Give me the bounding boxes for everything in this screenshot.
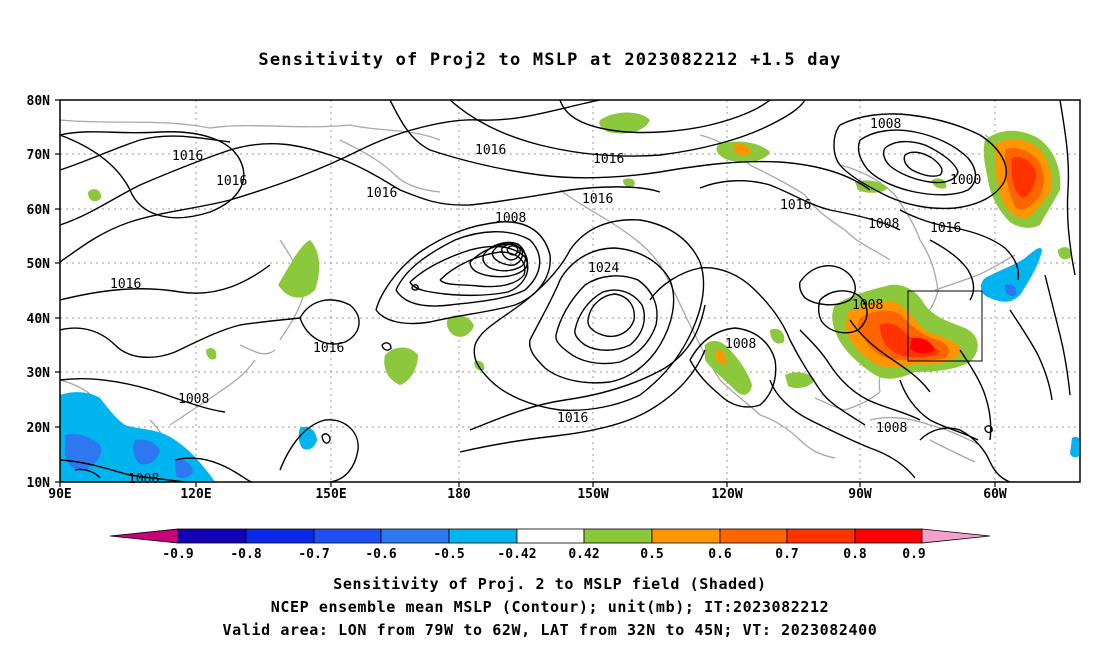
contour-label: 1016 <box>172 149 203 164</box>
colorbar-label: -0.8 <box>230 547 261 562</box>
contour-label: 1008 <box>876 421 907 436</box>
contour-label: 1000 <box>950 173 981 188</box>
contour-labels: 1016 1016 1016 1016 1016 1016 1016 1016 … <box>110 117 981 487</box>
colorbar-segment <box>651 528 721 544</box>
colorbar-label: 0.7 <box>775 547 798 562</box>
lon-tick-label: 60W <box>983 487 1007 502</box>
colorbar-label: 0.42 <box>568 547 599 562</box>
contour-label: 1024 <box>588 261 619 276</box>
caption-shading: Sensitivity of Proj. 2 to MSLP field (Sh… <box>333 575 767 593</box>
lat-tick-label: 20N <box>27 421 51 436</box>
colorbar-right-arrow <box>921 528 991 544</box>
colorbar-left-arrow <box>109 528 179 544</box>
colorbar-segment <box>854 528 923 544</box>
contour-label: 1016 <box>557 411 588 426</box>
lat-tick-label: 40N <box>27 312 51 327</box>
colorbar-segment <box>313 528 382 544</box>
lat-tick-label: 80N <box>27 94 51 109</box>
colorbar: -0.9 -0.8 -0.7 -0.6 -0.5 -0.42 0.42 0.5 … <box>109 528 991 562</box>
contour-label: 1016 <box>366 186 397 201</box>
colorbar-label: -0.7 <box>298 547 329 562</box>
lon-tick-label: 180 <box>447 487 471 502</box>
contour-label: 1008 <box>128 472 159 487</box>
latitude-labels: 80N 70N 60N 50N 40N 30N 20N 10N <box>27 94 51 491</box>
contour-label: 1016 <box>593 152 624 167</box>
colorbar-label: 0.8 <box>843 547 867 562</box>
lat-tick-label: 30N <box>27 366 51 381</box>
contour-label: 1008 <box>870 117 901 132</box>
colorbar-segment <box>786 528 856 544</box>
colorbar-label: 0.6 <box>708 547 732 562</box>
contour-label: 1008 <box>178 392 209 407</box>
map-title: Sensitivity of Proj2 to MSLP at 20230822… <box>258 50 842 70</box>
caption-valid-area: Valid area: LON from 79W to 62W, LAT fro… <box>222 621 878 639</box>
plot-frame <box>59 99 1081 483</box>
lat-tick-label: 10N <box>27 476 51 491</box>
colorbar-label: 0.9 <box>902 547 925 562</box>
contour-label: 1016 <box>780 198 811 213</box>
colorbar-segment <box>245 528 315 544</box>
colorbar-segment <box>583 528 653 544</box>
axis-ticks <box>55 99 996 487</box>
lon-tick-label: 150W <box>577 487 608 502</box>
contour-label: 1016 <box>475 143 506 158</box>
gridlines <box>60 100 1080 482</box>
lon-tick-label: 90W <box>848 487 872 502</box>
colorbar-label: -0.5 <box>433 547 464 562</box>
colorbar-segment <box>177 528 247 544</box>
contour-label: 1008 <box>868 217 899 232</box>
positive-sensitivity <box>88 112 1072 395</box>
contour-label: 1016 <box>930 221 961 236</box>
colorbar-label: 0.5 <box>640 547 663 562</box>
longitude-labels: 90E 120E 150E 180 150W 120W 90W 60W <box>48 487 1007 502</box>
colorbar-label: -0.6 <box>365 547 396 562</box>
contour-label: 1008 <box>852 298 883 313</box>
lon-tick-label: 120E <box>180 487 211 502</box>
valid-area-box <box>907 290 983 362</box>
contour-label: 1016 <box>110 277 141 292</box>
colorbar-label: -0.9 <box>162 547 193 562</box>
lat-tick-label: 70N <box>27 148 51 163</box>
mslp-contours <box>60 100 1076 482</box>
contour-label: 1016 <box>582 192 613 207</box>
caption-contour: NCEP ensemble mean MSLP (Contour); unit(… <box>270 598 830 616</box>
contour-label: 1016 <box>313 341 344 356</box>
lon-tick-label: 150E <box>315 487 346 502</box>
colorbar-segment <box>380 528 450 544</box>
colorbar-label: -0.42 <box>497 547 536 562</box>
lon-tick-label: 90E <box>48 487 71 502</box>
lon-tick-label: 120W <box>711 487 742 502</box>
contour-label: 1008 <box>725 337 756 352</box>
colorbar-segment <box>719 528 788 544</box>
colorbar-segment <box>516 528 585 544</box>
contour-label: 1008 <box>495 211 526 226</box>
lat-tick-label: 50N <box>27 257 51 272</box>
lat-tick-label: 60N <box>27 203 51 218</box>
contour-label: 1016 <box>216 174 247 189</box>
colorbar-segment <box>448 528 518 544</box>
